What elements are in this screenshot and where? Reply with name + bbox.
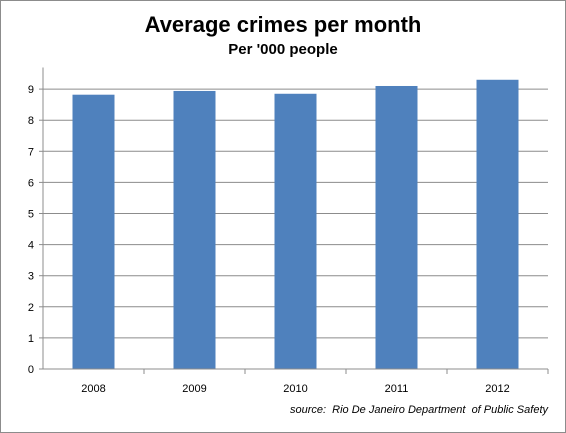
y-tick-label-5: 5 xyxy=(28,209,34,221)
y-tick-label-6: 6 xyxy=(28,177,34,189)
chart-subtitle: Per '000 people xyxy=(228,41,338,58)
axes xyxy=(39,67,549,374)
x-tick-label-2009: 2009 xyxy=(182,383,206,395)
y-tick-label-3: 3 xyxy=(28,271,34,283)
y-tick-label-2: 2 xyxy=(28,302,34,314)
x-tick-labels: 2008 2009 2010 2011 2012 xyxy=(81,383,509,395)
y-tick-label-1: 1 xyxy=(28,333,34,345)
bar-2011 xyxy=(375,85,418,370)
bar-2009 xyxy=(173,90,216,369)
source-note: source: Rio De Janeiro Department of Pub… xyxy=(289,404,548,416)
chart-title: Average crimes per month xyxy=(144,12,422,37)
x-tick-label-2011: 2011 xyxy=(385,383,409,395)
y-tick-label-4: 4 xyxy=(28,240,34,252)
y-tick-label-0: 0 xyxy=(28,364,34,376)
bar-2008 xyxy=(72,94,115,369)
y-tick-label-9: 9 xyxy=(28,84,34,96)
y-tick-labels: 0 1 2 3 4 5 6 7 8 9 xyxy=(28,84,34,376)
bar-2010 xyxy=(274,93,317,369)
x-tick-label-2008: 2008 xyxy=(81,383,105,395)
bars xyxy=(72,79,519,370)
y-tick-label-8: 8 xyxy=(28,115,34,127)
x-tick-label-2012: 2012 xyxy=(485,383,509,395)
bar-2012 xyxy=(476,79,519,370)
y-tick-label-7: 7 xyxy=(28,146,34,158)
x-tick-label-2010: 2010 xyxy=(283,383,307,395)
